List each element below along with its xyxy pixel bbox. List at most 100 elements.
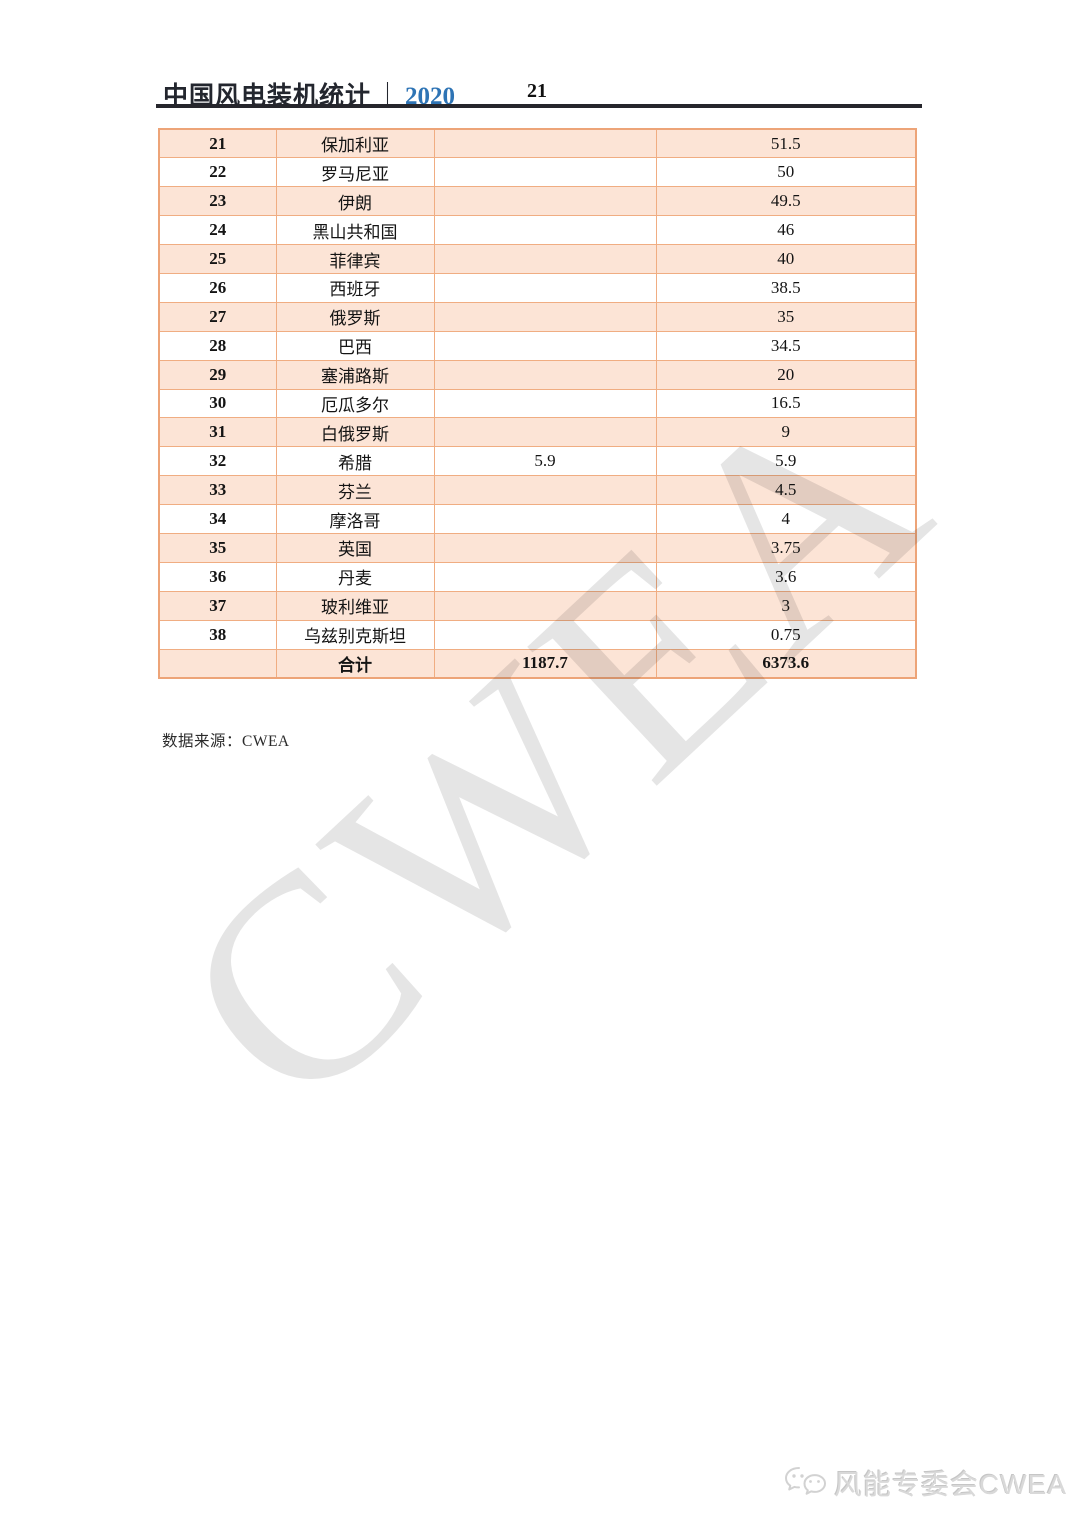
- country-cell: 英国: [275, 532, 435, 563]
- cumulative-cell: 40: [655, 244, 917, 274]
- page-number: 21: [527, 80, 547, 102]
- total-new-installed-cell: 1187.7: [433, 648, 657, 679]
- rank-cell: 22: [158, 157, 277, 188]
- statistics-table: 21 保加利亚 51.5 22 罗马尼亚 50 23 伊朗 49.5 24 黑山共和国 46 25 菲律宾…: [158, 128, 917, 679]
- new-installed-cell: [433, 215, 657, 246]
- cumulative-cell: 5.9: [655, 446, 917, 477]
- cumulative-cell: 3.75: [655, 532, 917, 563]
- cumulative-cell: 49.5: [655, 186, 917, 217]
- rank-cell: 23: [158, 186, 277, 217]
- rank-cell: 38: [158, 619, 277, 650]
- new-installed-cell: [433, 128, 657, 159]
- table-row: 27 俄罗斯 35: [158, 301, 917, 332]
- table-row: 22 罗马尼亚 50: [158, 157, 917, 188]
- new-installed-cell: [433, 272, 657, 303]
- rank-cell: 28: [158, 330, 277, 361]
- new-installed-cell: [433, 417, 657, 448]
- rank-cell: 24: [158, 215, 277, 246]
- country-cell: 罗马尼亚: [275, 157, 435, 188]
- table-row: 38 乌兹别克斯坦 0.75: [158, 619, 917, 650]
- table-row: 36 丹麦 3.6: [158, 561, 917, 592]
- rank-cell: 29: [158, 359, 277, 390]
- new-installed-cell: [433, 157, 657, 188]
- rank-cell: 21: [158, 128, 277, 159]
- cumulative-cell: 50: [655, 157, 917, 188]
- rank-cell: 31: [158, 417, 277, 448]
- header-rule: [156, 104, 922, 108]
- new-installed-cell: [433, 561, 657, 592]
- country-cell: 厄瓜多尔: [275, 388, 435, 419]
- new-installed-cell: [433, 619, 657, 650]
- table-row: 35 英国 3.75: [158, 532, 917, 563]
- rank-cell: 36: [158, 561, 277, 592]
- country-cell: 巴西: [275, 330, 435, 361]
- country-cell: 西班牙: [275, 272, 435, 303]
- new-installed-cell: [433, 532, 657, 563]
- cumulative-cell: 0.75: [655, 619, 917, 650]
- cumulative-cell: 3: [655, 590, 917, 621]
- table-row: 23 伊朗 49.5: [158, 186, 917, 217]
- table-row: 34 摩洛哥 4: [158, 504, 917, 534]
- table-row: 33 芬兰 4.5: [158, 475, 917, 506]
- cumulative-cell: 51.5: [655, 128, 917, 159]
- table-row: 25 菲律宾 40: [158, 244, 917, 274]
- table-row: 29 塞浦路斯 20: [158, 359, 917, 390]
- rank-cell: 30: [158, 388, 277, 419]
- page-footer: 风能专委会CWEA: [784, 1463, 1067, 1503]
- new-installed-cell: [433, 359, 657, 390]
- new-installed-cell: [433, 475, 657, 506]
- table-row: 31 白俄罗斯 9: [158, 417, 917, 448]
- new-installed-cell: 5.9: [433, 446, 657, 477]
- rank-cell: 32: [158, 446, 277, 477]
- rank-cell: 34: [158, 504, 277, 534]
- rank-cell: 26: [158, 272, 277, 303]
- table-row: 21 保加利亚 51.5: [158, 128, 917, 159]
- table-row: 24 黑山共和国 46: [158, 215, 917, 246]
- rank-cell: 25: [158, 244, 277, 274]
- cumulative-cell: 16.5: [655, 388, 917, 419]
- country-cell: 希腊: [275, 446, 435, 477]
- rank-cell: 33: [158, 475, 277, 506]
- rank-cell: 35: [158, 532, 277, 563]
- cumulative-cell: 34.5: [655, 330, 917, 361]
- country-cell: 塞浦路斯: [275, 359, 435, 390]
- cumulative-cell: 4: [655, 504, 917, 534]
- new-installed-cell: [433, 504, 657, 534]
- total-cumulative-cell: 6373.6: [655, 648, 917, 679]
- wechat-icon: [785, 1467, 826, 1495]
- country-cell: 保加利亚: [275, 128, 435, 159]
- new-installed-cell: [433, 301, 657, 332]
- source-note: 数据来源：CWEA: [162, 733, 290, 750]
- country-cell: 芬兰: [275, 475, 435, 506]
- rank-cell: 27: [158, 301, 277, 332]
- country-cell: 乌兹别克斯坦: [275, 619, 435, 650]
- new-installed-cell: [433, 388, 657, 419]
- new-installed-cell: [433, 244, 657, 274]
- country-cell: 玻利维亚: [275, 590, 435, 621]
- table-row: 26 西班牙 38.5: [158, 272, 917, 303]
- cumulative-cell: 46: [655, 215, 917, 246]
- cumulative-cell: 9: [655, 417, 917, 448]
- country-cell: 伊朗: [275, 186, 435, 217]
- total-label-cell: 合计: [275, 648, 435, 679]
- cumulative-cell: 35: [655, 301, 917, 332]
- country-cell: 丹麦: [275, 561, 435, 592]
- cumulative-cell: 38.5: [655, 272, 917, 303]
- new-installed-cell: [433, 590, 657, 621]
- table-row: 30 厄瓜多尔 16.5: [158, 388, 917, 419]
- table-body: 21 保加利亚 51.5 22 罗马尼亚 50 23 伊朗 49.5 24 黑山共和国 46 25 菲律宾…: [158, 128, 917, 679]
- table-row: 28 巴西 34.5: [158, 330, 917, 361]
- country-cell: 菲律宾: [275, 244, 435, 274]
- footer-brand: 风能专委会CWEA: [834, 1469, 1068, 1500]
- total-row: 合计 1187.7 6373.6: [158, 648, 917, 679]
- rank-cell: [158, 648, 277, 679]
- cumulative-cell: 3.6: [655, 561, 917, 592]
- new-installed-cell: [433, 330, 657, 361]
- country-cell: 俄罗斯: [275, 301, 435, 332]
- new-installed-cell: [433, 186, 657, 217]
- country-cell: 黑山共和国: [275, 215, 435, 246]
- country-cell: 白俄罗斯: [275, 417, 435, 448]
- table-row: 32 希腊 5.9 5.9: [158, 446, 917, 477]
- cumulative-cell: 20: [655, 359, 917, 390]
